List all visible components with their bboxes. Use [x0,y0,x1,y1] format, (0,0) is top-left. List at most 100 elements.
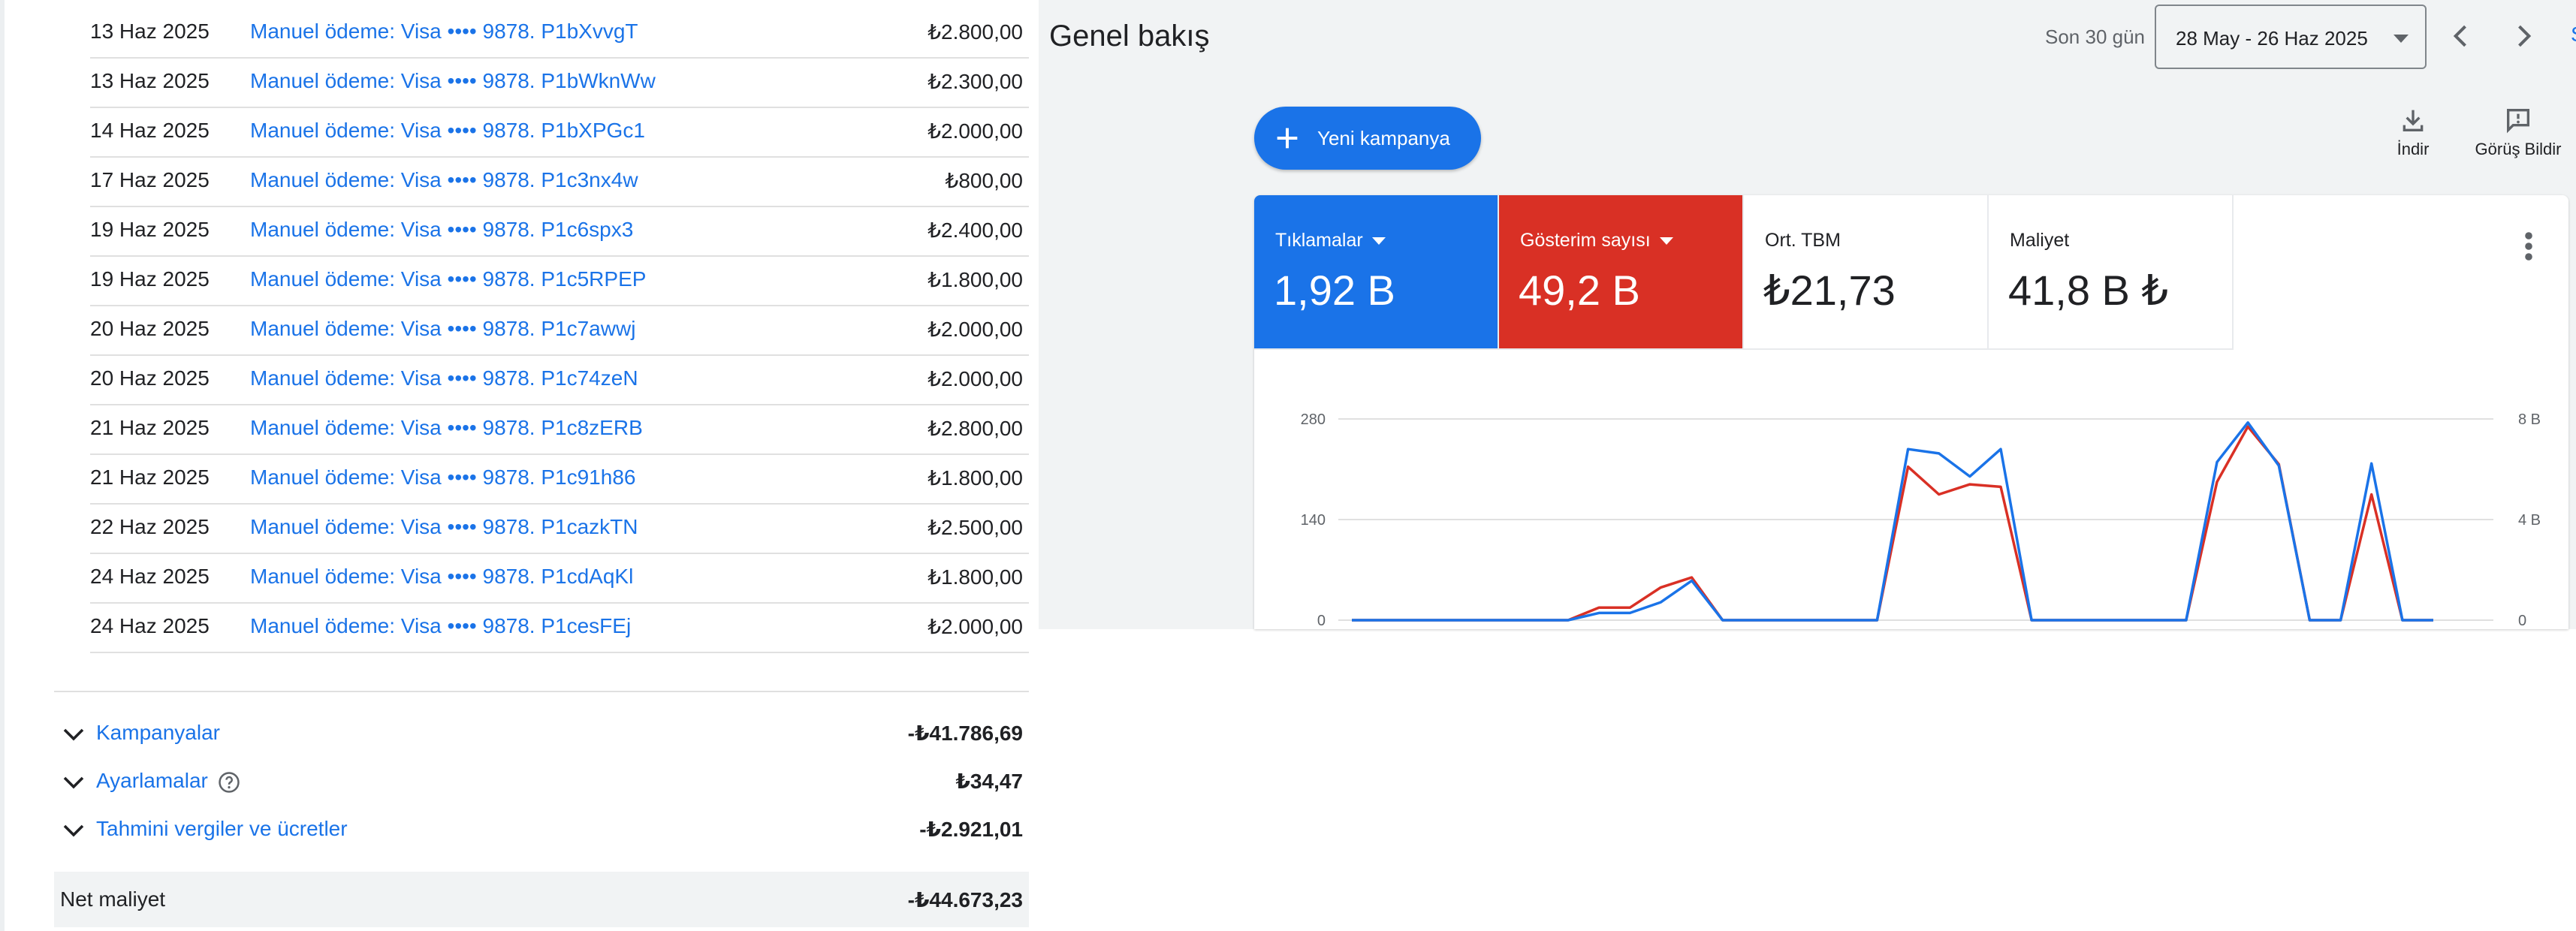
series-line [1352,421,2433,622]
help-icon[interactable] [218,771,240,794]
payment-link[interactable]: Manuel ödeme: Visa •••• 9878. P1c3nx4w [250,168,638,191]
metric-tile[interactable]: Gösterim sayısı 49,2 B [1499,195,1744,350]
payment-link[interactable]: Manuel ödeme: Visa •••• 9878. P1cazkTN [250,515,638,538]
payment-link[interactable]: Manuel ödeme: Visa •••• 9878. P1bXvvgT [250,20,638,43]
payment-date: 22 Haz 2025 [90,515,210,538]
taxes-summary-row[interactable]: Tahmini vergiler ve ücretler -₺2.921,01 [54,809,1029,848]
feedback-icon [2507,109,2529,134]
payment-row: 20 Haz 2025 Manuel ödeme: Visa •••• 9878.… [90,306,1029,356]
payment-row: 21 Haz 2025 Manuel ödeme: Visa •••• 9878.… [90,455,1029,505]
billing-panel: 13 Haz 2025 Manuel ödeme: Visa •••• 9878.… [0,0,1039,931]
metric-tile[interactable]: Maliyet 41,8 B ₺ [1989,195,2234,350]
metric-tile[interactable]: Tıklamalar 1,92 B [1254,195,1499,350]
net-cost-row: Net maliyet -₺44.673,23 [54,872,1029,927]
payment-link[interactable]: Manuel ödeme: Visa •••• 9878. P1c74zeN [250,366,638,390]
metric-name-text: Ort. TBM [1765,230,1841,251]
date-range-value[interactable]: 28 May - 26 Haz 2025 [2176,27,2368,50]
payment-date: 24 Haz 2025 [90,614,210,637]
left-axis-tick-label: 140 [1301,512,1326,529]
payment-amount: ₺1.800,00 [928,268,1023,291]
payment-row: 24 Haz 2025 Manuel ödeme: Visa •••• 9878.… [90,554,1029,604]
payment-amount: ₺2.800,00 [928,417,1023,440]
payment-date: 17 Haz 2025 [90,168,210,191]
campaigns-summary-row[interactable]: Kampanyalar -₺41.786,69 [54,713,1029,752]
chevron-down-icon[interactable] [60,721,87,748]
payment-amount: ₺1.800,00 [928,466,1023,490]
payment-link[interactable]: Manuel ödeme: Visa •••• 9878. P1cesFEj [250,614,632,637]
metric-name[interactable]: Gösterim sayısı [1520,230,1673,252]
adjustments-summary-row[interactable]: Ayarlamalar ₺34,47 [54,761,1029,800]
payment-amount: ₺2.000,00 [928,615,1023,638]
payment-date: 21 Haz 2025 [90,466,210,489]
dropdown-arrow-icon[interactable] [1371,237,1386,246]
payment-link[interactable]: Manuel ödeme: Visa •••• 9878. P1c8zERB [250,416,643,439]
metric-name[interactable]: Tıklamalar [1275,230,1386,252]
payment-amount: ₺2.400,00 [928,218,1023,242]
metric-value: 1,92 B [1274,267,1395,314]
download-label: İndir [2397,140,2430,158]
metric-name-text: Gösterim sayısı [1520,230,1651,251]
adjustments-label[interactable]: Ayarlamalar [96,769,208,792]
payment-amount: ₺800,00 [945,169,1023,192]
payment-row: 13 Haz 2025 Manuel ödeme: Visa •••• 9878.… [90,59,1029,108]
adjustments-value: ₺34,47 [955,770,1023,793]
feedback-label: Görüş Bildir [2475,140,2562,158]
metric-value: 41,8 B ₺ [2008,267,2169,314]
chevron-right-icon[interactable] [2507,20,2540,53]
chevron-left-icon[interactable] [2445,20,2478,53]
payment-amount: ₺2.800,00 [928,20,1023,44]
payment-row: 13 Haz 2025 Manuel ödeme: Visa •••• 9878.… [90,9,1029,59]
payment-date: 20 Haz 2025 [90,317,210,340]
campaigns-label[interactable]: Kampanyalar [96,721,220,744]
payment-date: 13 Haz 2025 [90,69,210,92]
campaigns-value: -₺41.786,69 [907,722,1023,745]
payment-amount: ₺2.000,00 [928,119,1023,143]
new-campaign-button[interactable]: Yeni kampanya [1254,107,1481,170]
payment-link[interactable]: Manuel ödeme: Visa •••• 9878. P1bXPGc1 [250,119,645,142]
payment-row: 19 Haz 2025 Manuel ödeme: Visa •••• 9878.… [90,257,1029,306]
plus-icon [1277,128,1298,149]
performance-card: Tıklamalar 1,92 B Gösterim sayısı 49,2 B Ort… [1254,195,2568,629]
payment-date: 19 Haz 2025 [90,267,210,291]
payment-amount: ₺2.300,00 [928,70,1023,93]
new-campaign-label: Yeni kampanya [1317,127,1450,149]
page-title: Genel bakış [1049,20,1210,53]
payment-link[interactable]: Manuel ödeme: Visa •••• 9878. P1bWknWw [250,69,656,92]
feedback-button[interactable]: Görüş Bildir [2466,105,2571,159]
right-axis-tick-label: 4 B [2518,512,2541,529]
overview-panel: Genel bakış Son 30 gün 28 May - 26 Haz 2… [1039,0,2576,629]
metric-name[interactable]: Ort. TBM [1765,230,1841,252]
payment-link[interactable]: Manuel ödeme: Visa •••• 9878. P1cdAqKl [250,565,634,588]
payment-link[interactable]: Manuel ödeme: Visa •••• 9878. P1c7awwj [250,317,636,340]
payment-amount: ₺2.500,00 [928,516,1023,539]
metric-name[interactable]: Maliyet [2010,230,2069,252]
payment-row: 17 Haz 2025 Manuel ödeme: Visa •••• 9878.… [90,158,1029,207]
payment-row: 24 Haz 2025 Manuel ödeme: Visa •••• 9878.… [90,604,1029,653]
dropdown-arrow-icon[interactable] [2394,35,2409,43]
payment-link[interactable]: Manuel ödeme: Visa •••• 9878. P1c6spx3 [250,218,634,241]
payment-date: 13 Haz 2025 [90,20,210,43]
payment-date: 20 Haz 2025 [90,366,210,390]
chevron-down-icon[interactable] [60,817,87,844]
chevron-down-icon[interactable] [60,769,87,796]
cut-off-link[interactable]: S [2571,23,2576,47]
payment-link[interactable]: Manuel ödeme: Visa •••• 9878. P1c91h86 [250,466,636,489]
period-label: Son 30 gün [2045,26,2146,48]
right-axis-tick-label: 8 B [2518,411,2541,428]
payment-link[interactable]: Manuel ödeme: Visa •••• 9878. P1c5RPEP [250,267,647,291]
more-vert-icon[interactable] [2523,231,2534,261]
taxes-label[interactable]: Tahmini vergiler ve ücretler [96,817,348,840]
download-button[interactable]: İndir [2375,105,2451,159]
payment-row: 20 Haz 2025 Manuel ödeme: Visa •••• 9878.… [90,356,1029,405]
payment-row: 19 Haz 2025 Manuel ödeme: Visa •••• 9878.… [90,207,1029,257]
metric-tile[interactable]: Ort. TBM ₺21,73 [1744,195,1989,350]
dropdown-arrow-icon[interactable] [1659,237,1673,246]
net-cost-value: -₺44.673,23 [907,888,1023,911]
payment-amount: ₺2.000,00 [928,367,1023,390]
date-range-picker[interactable]: 28 May - 26 Haz 2025 [2155,5,2427,69]
left-axis-tick-label: 0 [1317,613,1326,629]
payment-row: 21 Haz 2025 Manuel ödeme: Visa •••• 9878.… [90,405,1029,455]
taxes-value: -₺2.921,01 [919,818,1023,841]
payment-date: 24 Haz 2025 [90,565,210,588]
